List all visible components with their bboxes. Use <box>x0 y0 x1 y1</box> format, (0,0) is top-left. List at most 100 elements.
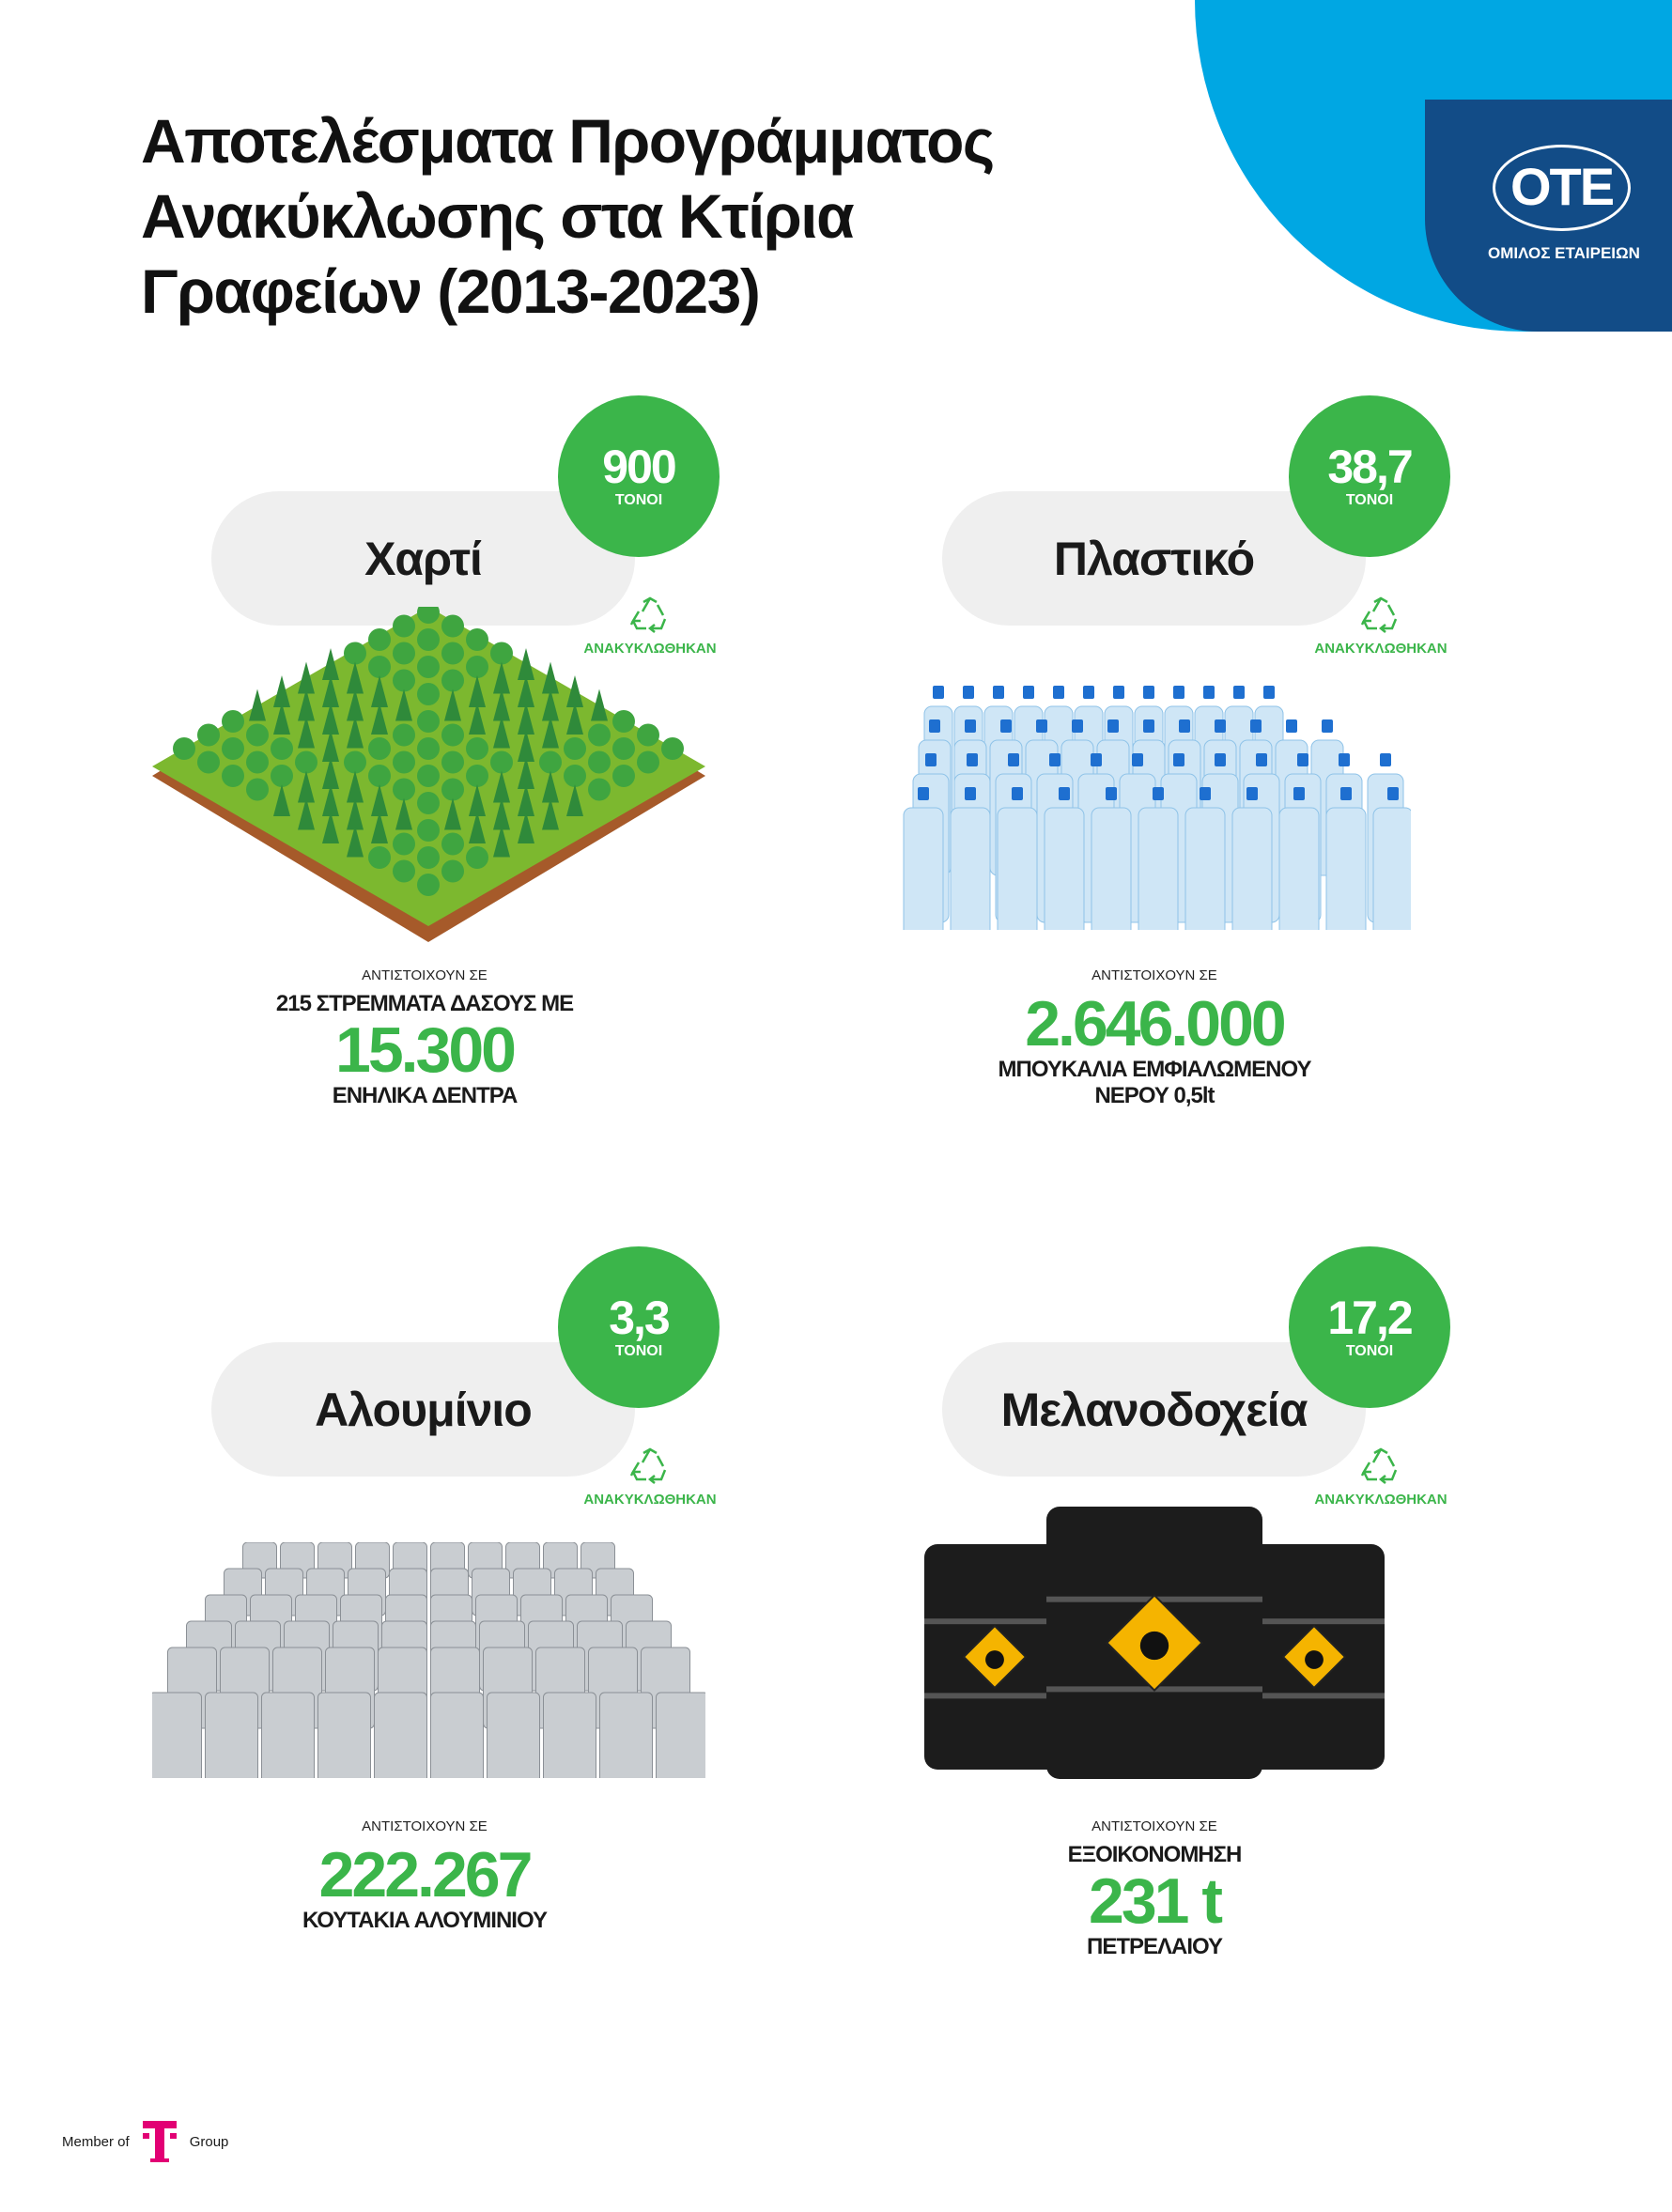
round-tree <box>368 846 391 869</box>
conifer-tree <box>273 675 290 707</box>
amount-badge: 17,2 ΤΟΝΟΙ <box>1289 1246 1450 1408</box>
equivalence-value: 231 t <box>1089 1865 1223 1937</box>
barrel-rib <box>924 1693 1065 1699</box>
conifer-tree <box>371 812 388 843</box>
material-pill: Πλαστικό <box>942 491 1366 626</box>
conifer-tree <box>444 797 461 830</box>
aluminium-can <box>487 1692 540 1778</box>
amount-badge: 3,3 ΤΟΝΟΙ <box>558 1246 720 1408</box>
conifer-tree <box>493 661 510 694</box>
material-pill: Μελανοδοχεία <box>942 1342 1366 1477</box>
conifer-tree <box>273 784 290 816</box>
round-tree <box>588 778 611 801</box>
conifer-tree <box>493 688 510 721</box>
footer: Member of Group <box>62 2121 228 2162</box>
round-tree <box>441 723 464 747</box>
conifer-tree <box>542 770 559 803</box>
oil-drop-icon <box>1305 1650 1324 1669</box>
conifer-tree <box>395 797 412 830</box>
conifer-tree <box>542 688 559 721</box>
round-tree <box>222 710 244 733</box>
intro-text: ΑΝΤΙΣΤΟΙΧΟΥΝ ΣΕ <box>362 1818 488 1834</box>
bottle-cap <box>965 787 976 800</box>
oil-barrels-illustration <box>924 1507 1385 1779</box>
material-label: Πλαστικό <box>1053 532 1255 585</box>
water-bottle <box>1278 807 1320 930</box>
round-tree <box>417 683 440 705</box>
bottle-cap <box>1012 787 1023 800</box>
bottle-cap <box>925 753 937 766</box>
post-text: ΝΕΡΟΥ 0,5lt <box>1094 1083 1215 1108</box>
bottle-cap <box>1233 686 1245 699</box>
water-bottle <box>1372 807 1411 930</box>
bottle-cap <box>1250 719 1262 733</box>
round-tree <box>441 778 464 801</box>
intro-text: ΑΝΤΙΣΤΟΙΧΟΥΝ ΣΕ <box>1091 1818 1217 1834</box>
conifer-tree <box>518 757 534 789</box>
round-tree <box>417 628 440 651</box>
bottle-cap <box>1153 787 1164 800</box>
pre-text: ΕΞΟΙΚΟΝΟΜΗΣΗ <box>1067 1842 1243 1867</box>
conifer-tree <box>566 675 583 707</box>
round-tree <box>368 737 391 760</box>
round-tree <box>466 737 488 760</box>
round-tree <box>441 614 464 638</box>
round-tree <box>564 765 586 787</box>
round-tree <box>588 750 611 774</box>
round-tree <box>271 737 293 760</box>
bottle-cap <box>1173 686 1184 699</box>
post-text: ΠΕΤΡΕΛΑΙΟΥ <box>1086 1934 1223 1959</box>
round-tree <box>368 628 391 651</box>
round-tree <box>661 737 684 760</box>
bottle-cap <box>1256 753 1267 766</box>
bottle-cap <box>963 686 974 699</box>
conifer-tree <box>566 703 583 735</box>
bottle-cap <box>1107 719 1119 733</box>
conifer-tree <box>347 661 364 694</box>
round-tree <box>222 737 244 760</box>
round-tree <box>271 765 293 787</box>
conifer-tree <box>322 675 339 707</box>
bottle-cap <box>1380 753 1391 766</box>
aluminium-can <box>543 1692 596 1778</box>
conifer-tree <box>322 812 339 843</box>
recycle-icon <box>629 596 667 633</box>
round-tree <box>466 846 488 869</box>
round-tree <box>393 778 415 801</box>
conifer-tree <box>518 675 534 707</box>
bottle-cap <box>1059 787 1070 800</box>
round-tree <box>564 737 586 760</box>
bottle-cap <box>1083 686 1094 699</box>
round-tree <box>393 723 415 747</box>
bottle-cap <box>1091 753 1102 766</box>
round-tree <box>344 750 366 774</box>
amount-value: 17,2 <box>1327 1292 1413 1344</box>
water-bottle <box>950 807 991 930</box>
round-tree <box>417 710 440 733</box>
round-tree <box>637 723 659 747</box>
aluminium-can <box>430 1692 484 1778</box>
title-line: Αποτελέσματα Προγράμματος <box>141 106 995 176</box>
amount-value: 900 <box>602 441 676 493</box>
amount-unit: ΤΟΝΟΙ <box>614 492 663 508</box>
amount-badge: 900 ΤΟΝΟΙ <box>558 395 720 557</box>
round-tree <box>490 642 513 665</box>
round-tree <box>344 642 366 665</box>
bottle-cap <box>1132 753 1143 766</box>
bottle-cap <box>1049 753 1060 766</box>
round-tree <box>417 874 440 896</box>
material-pill: Χαρτί <box>211 491 635 626</box>
round-tree <box>417 819 440 842</box>
equivalence-text: ΑΝΤΙΣΤΟΙΧΟΥΝ ΣΕ ΕΞΟΙΚΟΝΟΜΗΣΗ 231 t ΠΕΤΡΕ… <box>873 1818 1436 1960</box>
conifer-tree <box>371 784 388 816</box>
aluminium-can <box>261 1692 315 1778</box>
material-label: Μελανοδοχεία <box>1000 1383 1308 1436</box>
round-tree <box>417 792 440 814</box>
conifer-tree <box>518 648 534 680</box>
bottle-cap <box>1113 686 1124 699</box>
conifer-tree <box>273 703 290 735</box>
round-tree <box>637 750 659 774</box>
page-title: Αποτελέσματα Προγράμματος Ανακύκλωσης στ… <box>141 103 995 329</box>
conifer-tree <box>347 770 364 803</box>
ote-logo: ΟΤΕ <box>1493 145 1631 231</box>
